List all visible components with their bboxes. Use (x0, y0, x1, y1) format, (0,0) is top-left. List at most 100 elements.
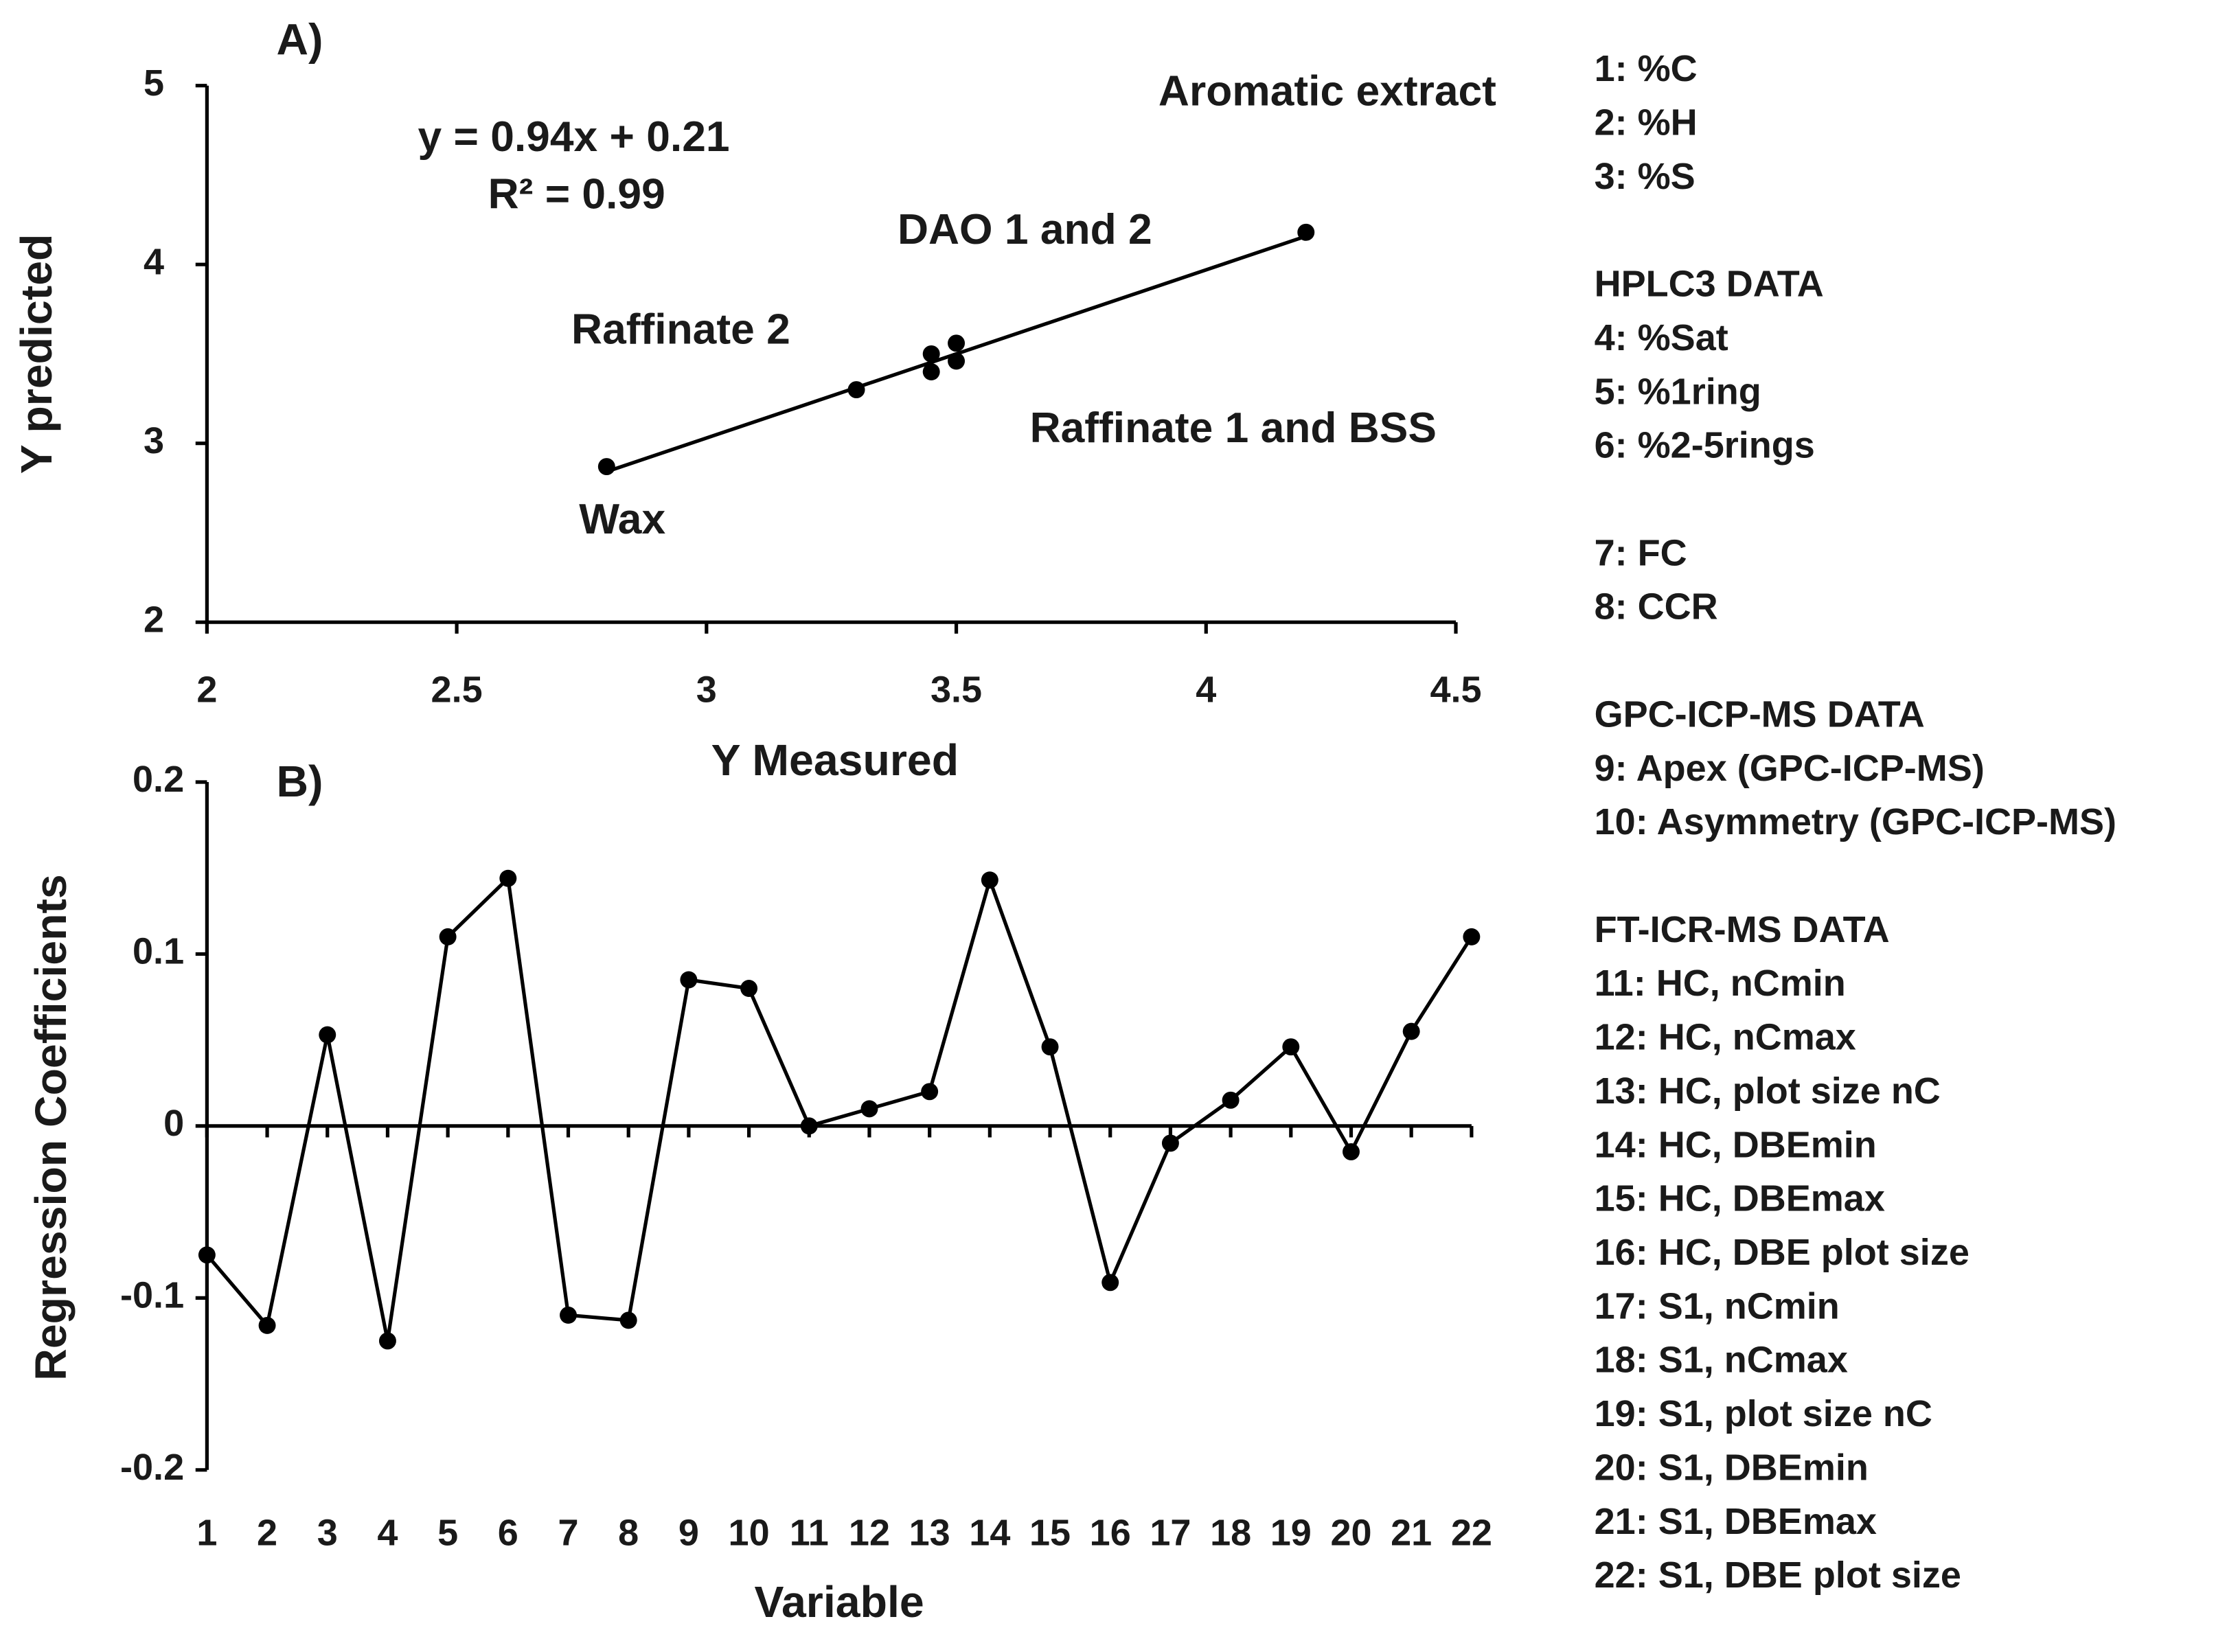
data-line (205, 874, 1474, 1342)
data-point (378, 1332, 396, 1350)
key-item: 20: S1, DBEmin (1595, 1447, 1869, 1488)
data-point (981, 871, 998, 889)
data-point (619, 1311, 637, 1329)
x-tick-label: 14 (969, 1513, 1010, 1554)
key-item: 13: HC, plot size nC (1595, 1070, 1941, 1112)
x-tick-label: 2.5 (431, 669, 483, 710)
x-tick-label: 5 (437, 1513, 458, 1554)
x-tick-label: 10 (729, 1513, 770, 1554)
data-point (1041, 1038, 1059, 1056)
annotation: y = 0.94x + 0.21 (418, 113, 729, 161)
data-point (1343, 1143, 1360, 1160)
x-tick-label: 4.5 (1430, 669, 1481, 710)
key-item: 22: S1, DBE plot size (1595, 1555, 1961, 1596)
x-tick-label: 19 (1270, 1513, 1312, 1554)
x-tick-label: 3.5 (930, 669, 982, 710)
x-tick-label: 8 (618, 1513, 639, 1554)
panel-label: A) (276, 14, 323, 64)
key-item: 6: %2-5rings (1595, 425, 1815, 466)
data-point (1161, 1134, 1179, 1152)
data-point (948, 352, 966, 370)
data-point (1402, 1022, 1420, 1040)
key-item: 17: S1, nCmin (1595, 1285, 1840, 1327)
data-point (1297, 223, 1315, 241)
data-point (597, 458, 615, 476)
key-heading: HPLC3 DATA (1595, 264, 1824, 305)
x-tick-label: 22 (1451, 1513, 1492, 1554)
key-heading: GPC-ICP-MS DATA (1595, 693, 1925, 735)
key-item: 11: HC, nCmin (1595, 963, 1846, 1004)
y-tick-label: 0.2 (133, 759, 184, 800)
key-item: 2: %H (1595, 102, 1698, 144)
annotation: R² = 0.99 (488, 170, 665, 218)
y-axis-label: Y predicted (12, 234, 61, 474)
data-point (1463, 928, 1481, 945)
x-tick-label: 18 (1210, 1513, 1251, 1554)
x-tick-label: 12 (849, 1513, 890, 1554)
key-item: 4: %Sat (1595, 317, 1728, 358)
y-tick-label: -0.2 (120, 1447, 184, 1488)
y-tick-label: 2 (144, 599, 164, 640)
key-item: 3: %S (1595, 156, 1695, 197)
data-point (948, 334, 966, 352)
annotation: Raffinate 2 (571, 306, 790, 354)
data-point (319, 1026, 336, 1044)
key-item: 5: %1ring (1595, 371, 1761, 412)
data-point (680, 971, 698, 989)
key-item: 9: Apex (GPC-ICP-MS) (1595, 748, 1985, 789)
data-point (560, 1306, 577, 1324)
annotation: Aromatic extract (1158, 68, 1496, 115)
data-point (921, 1083, 939, 1101)
x-tick-label: 6 (498, 1513, 518, 1554)
data-point (439, 928, 457, 945)
y-tick-label: 3 (144, 420, 164, 461)
x-tick-label: 21 (1391, 1513, 1432, 1554)
key-item: 14: HC, DBEmin (1595, 1124, 1877, 1165)
y-tick-label: 5 (144, 62, 164, 104)
x-tick-label: 4 (377, 1513, 398, 1554)
key-item: 7: FC (1595, 532, 1687, 573)
key-item: 10: Asymmetry (GPC-ICP-MS) (1595, 801, 2116, 842)
data-point (1222, 1091, 1240, 1109)
key-item: 8: CCR (1595, 586, 1718, 628)
panel-label: B) (276, 757, 323, 806)
key-item: 1: %C (1595, 48, 1698, 89)
x-tick-label: 9 (678, 1513, 699, 1554)
data-point (922, 363, 940, 380)
y-tick-label: -0.1 (120, 1275, 184, 1316)
x-tick-label: 3 (696, 669, 717, 710)
key-item: 21: S1, DBEmax (1595, 1501, 1877, 1542)
data-point (847, 381, 865, 399)
x-tick-label: 20 (1330, 1513, 1371, 1554)
data-point (499, 869, 517, 887)
x-tick-label: 4 (1196, 669, 1216, 710)
data-point (740, 980, 758, 997)
x-tick-label: 7 (558, 1513, 578, 1554)
data-point (258, 1316, 276, 1334)
y-axis-label: Regression Coefficients (26, 874, 76, 1380)
x-tick-label: 13 (909, 1513, 950, 1554)
data-point (800, 1117, 818, 1135)
data-point (860, 1100, 878, 1118)
annotation: Raffinate 1 and BSS (1030, 404, 1437, 452)
key-item: 12: HC, nCmax (1595, 1017, 1856, 1058)
key-heading: FT-ICR-MS DATA (1595, 909, 1890, 950)
y-tick-label: 4 (144, 241, 164, 282)
x-tick-label: 17 (1150, 1513, 1191, 1554)
data-point (198, 1246, 216, 1264)
key-item: 16: HC, DBE plot size (1595, 1232, 1969, 1273)
x-tick-label: 3 (317, 1513, 338, 1554)
x-axis-label: Y Measured (711, 735, 959, 785)
key-item: 19: S1, plot size nC (1595, 1393, 1932, 1434)
x-tick-label: 15 (1029, 1513, 1071, 1554)
x-tick-label: 2 (257, 1513, 277, 1554)
x-tick-label: 16 (1090, 1513, 1131, 1554)
data-point (1101, 1274, 1119, 1292)
y-tick-label: 0 (163, 1103, 184, 1144)
x-tick-label: 1 (196, 1513, 217, 1554)
annotation: Wax (579, 496, 665, 543)
data-point (922, 345, 940, 363)
x-axis-label: Variable (755, 1577, 924, 1627)
